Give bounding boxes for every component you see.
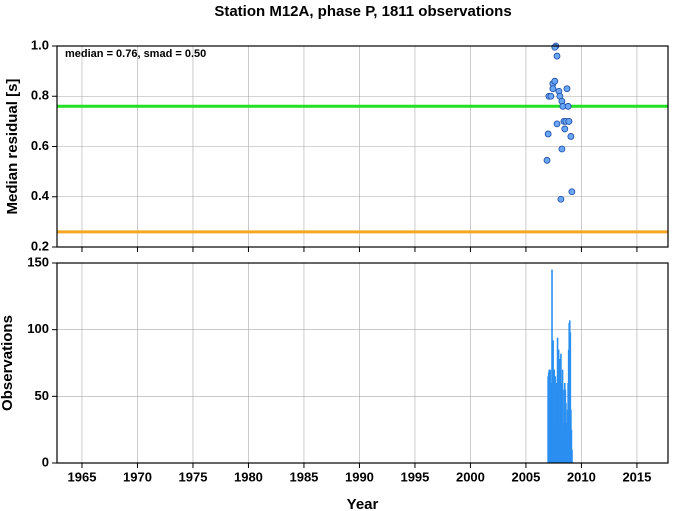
- x-axis-label: Year: [347, 496, 379, 511]
- y-axis-label: Observations: [0, 315, 16, 411]
- data-point: [567, 133, 575, 140]
- x-tick-label: 2015: [622, 469, 651, 484]
- y-tick-label: 100: [27, 321, 49, 336]
- plot-frame: [56, 45, 669, 248]
- x-tick-label: 1990: [345, 469, 374, 484]
- x-tick-label: 1995: [400, 469, 429, 484]
- annotation: median = 0.76, smad = 0.50: [65, 48, 206, 60]
- data-point: [547, 92, 555, 100]
- data-point: [553, 120, 561, 128]
- x-tick-label: 1975: [179, 469, 208, 484]
- y-tick-label: 1.0: [31, 37, 49, 52]
- data-point: [564, 102, 572, 110]
- x-tick-label: 1985: [289, 469, 318, 484]
- data-point: [558, 145, 566, 153]
- x-tick-label: 1970: [123, 469, 152, 484]
- y-axis-label: Median residual [s]: [4, 79, 21, 215]
- x-tick-label: 1980: [234, 469, 263, 484]
- plot-frame: [56, 262, 669, 464]
- y-tick-label: 50: [35, 388, 49, 403]
- data-point: [553, 52, 561, 60]
- x-tick-label: 1965: [68, 469, 97, 484]
- data-point: [544, 130, 552, 138]
- y-tick-label: 0: [42, 454, 49, 469]
- x-tick-label: 2005: [511, 469, 540, 484]
- data-point: [543, 156, 551, 164]
- chart-title: Station M12A, phase P, 1811 observations: [214, 3, 511, 20]
- data-point: [565, 117, 573, 125]
- data-point: [563, 85, 571, 93]
- data-point: [551, 43, 559, 51]
- data-point: [551, 77, 559, 85]
- data-point: [561, 125, 569, 133]
- data-point: [549, 85, 557, 93]
- y-tick-label: 0.6: [31, 138, 49, 153]
- data-point: [557, 195, 565, 203]
- y-tick-label: 0.2: [31, 238, 49, 253]
- data-point: [568, 188, 576, 196]
- y-tick-label: 0.4: [31, 188, 50, 203]
- x-tick-label: 2010: [567, 469, 596, 484]
- y-tick-label: 150: [27, 254, 49, 269]
- x-tick-label: 2000: [456, 469, 485, 484]
- y-tick-label: 0.8: [31, 88, 49, 103]
